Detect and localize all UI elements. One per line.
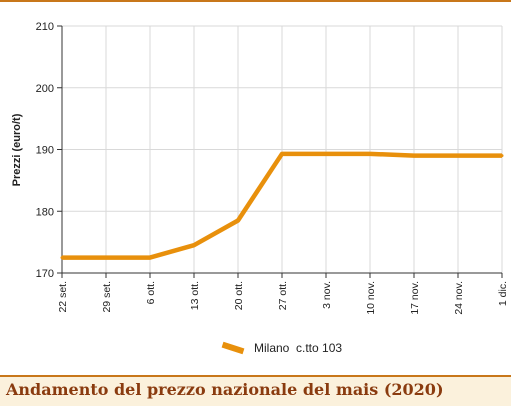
data-point xyxy=(324,152,328,156)
y-tick-label: 200 xyxy=(36,83,54,95)
y-tick-label: 180 xyxy=(36,206,54,218)
top-rule xyxy=(0,0,511,2)
chart-caption: Andamento del prezzo nazionale del mais … xyxy=(6,380,444,399)
data-point xyxy=(456,154,460,158)
data-point xyxy=(192,243,196,247)
data-point xyxy=(236,219,240,223)
legend-label: Milano c.tto 103 xyxy=(254,341,343,355)
x-tick-label: 10 nov. xyxy=(365,281,377,315)
x-tick-label: 17 nov. xyxy=(409,281,421,315)
series-layer xyxy=(60,151,504,260)
x-tick-label: 13 ott. xyxy=(189,281,201,310)
caption-bar: Andamento del prezzo nazionale del mais … xyxy=(0,375,511,406)
data-point xyxy=(104,256,108,260)
data-point xyxy=(280,152,284,156)
data-point xyxy=(368,152,372,156)
grid-lines xyxy=(62,25,503,273)
x-tick-label: 3 nov. xyxy=(321,281,333,309)
x-tick-label: 24 nov. xyxy=(453,281,465,315)
x-tick-label: 20 ott. xyxy=(233,281,245,310)
x-tick-label: 6 ott. xyxy=(145,281,157,304)
x-tick-label: 1 dic. xyxy=(497,281,509,306)
legend-swatch xyxy=(221,341,245,355)
legend: Milano c.tto 103 xyxy=(221,340,343,356)
axes xyxy=(57,25,503,278)
y-tick-label: 210 xyxy=(36,21,54,33)
y-tick-labels: 170 180 190 200 210 xyxy=(36,21,54,280)
data-point xyxy=(412,154,416,158)
data-point xyxy=(60,256,64,260)
y-tick-label: 190 xyxy=(36,145,54,157)
y-axis-label: Prezzi (euro/t) xyxy=(11,113,23,186)
data-point xyxy=(148,256,152,260)
x-tick-label: 22 set. xyxy=(57,281,69,313)
x-tick-labels: 22 set. 29 set. 6 ott. 13 ott. 20 ott. 27 ott… xyxy=(57,281,509,315)
line-chart: 170 180 190 200 210 22 set. 29 set. 6 ott. 13 o… xyxy=(11,21,509,315)
x-tick-label: 29 set. xyxy=(101,281,113,313)
y-tick-label: 170 xyxy=(36,268,54,280)
data-point xyxy=(500,154,504,158)
x-tick-label: 27 ott. xyxy=(277,281,289,310)
